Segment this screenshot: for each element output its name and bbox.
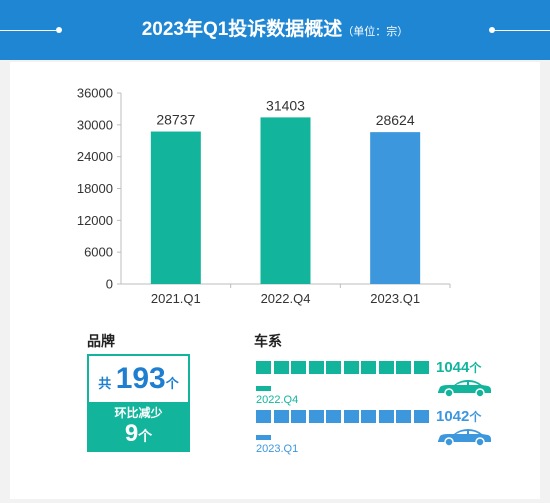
data-label: 28737 bbox=[156, 112, 195, 128]
brand-total-unit: 个 bbox=[165, 376, 179, 391]
car-icon bbox=[438, 429, 491, 447]
series-segment bbox=[256, 410, 271, 423]
series-segment bbox=[361, 410, 376, 423]
data-label: 28624 bbox=[376, 112, 415, 128]
series-segment-bar bbox=[256, 410, 432, 423]
series-segment bbox=[396, 410, 411, 423]
header-line-left bbox=[0, 30, 56, 31]
y-tick-label: 12000 bbox=[77, 213, 113, 228]
brand-total: 共 193个 bbox=[89, 356, 188, 402]
bar bbox=[260, 117, 311, 284]
brand-change-unit: 个 bbox=[138, 428, 153, 444]
title-unit: （单位：宗） bbox=[342, 26, 409, 38]
bar bbox=[370, 132, 421, 284]
y-tick-label: 36000 bbox=[77, 86, 113, 101]
bar-chart: 0 6000 12000 18000 24000 30000 36000 28737 2021.… bbox=[77, 86, 451, 306]
series-segment bbox=[308, 410, 324, 423]
series-segment bbox=[343, 410, 359, 423]
y-tick-label: 24000 bbox=[77, 149, 113, 164]
y-tick-label: 6000 bbox=[84, 245, 113, 260]
brand-total-prefix: 共 bbox=[98, 376, 112, 391]
brand-change-label: 环比减少 bbox=[114, 406, 163, 420]
bar bbox=[150, 131, 201, 284]
series-segment bbox=[378, 410, 394, 423]
title-text: 2023年Q1投诉数据概述 bbox=[141, 19, 343, 40]
brand-total-value: 193 bbox=[115, 362, 166, 395]
series-count: 1044个 bbox=[436, 359, 481, 376]
x-tick-label: 2023.Q1 bbox=[370, 291, 420, 306]
series-count-unit: 个 bbox=[469, 361, 482, 375]
y-tick-label: 0 bbox=[106, 277, 113, 292]
series-segment bbox=[413, 361, 429, 374]
series-segment bbox=[343, 361, 359, 374]
page-title: 2023年Q1投诉数据概述（单位：宗） bbox=[0, 0, 550, 60]
series-segment bbox=[308, 361, 324, 374]
brand-change-value: 9 bbox=[124, 420, 139, 447]
x-tick-label: 2022.Q4 bbox=[261, 291, 311, 306]
x-tick-label: 2021.Q1 bbox=[151, 291, 201, 306]
series-segment bbox=[291, 410, 306, 423]
y-tick-label: 18000 bbox=[77, 181, 113, 196]
brand-summary-box: 共 193个 环比减少 9个 bbox=[87, 354, 190, 452]
brand-section-title: 品牌 bbox=[87, 333, 115, 349]
y-tick-label: 30000 bbox=[77, 117, 113, 132]
series-short-bar bbox=[256, 386, 271, 391]
series-segment bbox=[396, 361, 411, 374]
series-segment bbox=[256, 361, 271, 374]
series-short-bar bbox=[256, 435, 271, 440]
data-label: 31403 bbox=[266, 97, 305, 113]
series-count-value: 1042 bbox=[436, 408, 470, 425]
brand-change: 环比减少 9个 bbox=[89, 402, 188, 450]
series-segment-bar bbox=[256, 361, 432, 374]
series-segment bbox=[273, 410, 289, 423]
series-count-unit: 个 bbox=[469, 410, 482, 424]
series-period-label: 2022.Q4 bbox=[256, 394, 299, 406]
series-segment bbox=[361, 361, 376, 374]
header-dot-right bbox=[489, 27, 495, 33]
series-segment bbox=[291, 361, 306, 374]
header-dot-left bbox=[56, 27, 62, 33]
series-count-value: 1044 bbox=[436, 359, 470, 376]
series-count: 1042个 bbox=[436, 408, 481, 425]
header-line-right bbox=[494, 30, 550, 31]
header-banner: 2023年Q1投诉数据概述（单位：宗） bbox=[0, 0, 550, 60]
series-segment bbox=[273, 361, 289, 374]
car-icon bbox=[438, 380, 491, 398]
series-segment bbox=[326, 361, 341, 374]
series-segment bbox=[326, 410, 341, 423]
series-segment bbox=[413, 410, 429, 423]
series-segment bbox=[378, 361, 394, 374]
series-section-title: 车系 bbox=[254, 333, 282, 349]
series-period-label: 2023.Q1 bbox=[256, 443, 299, 455]
